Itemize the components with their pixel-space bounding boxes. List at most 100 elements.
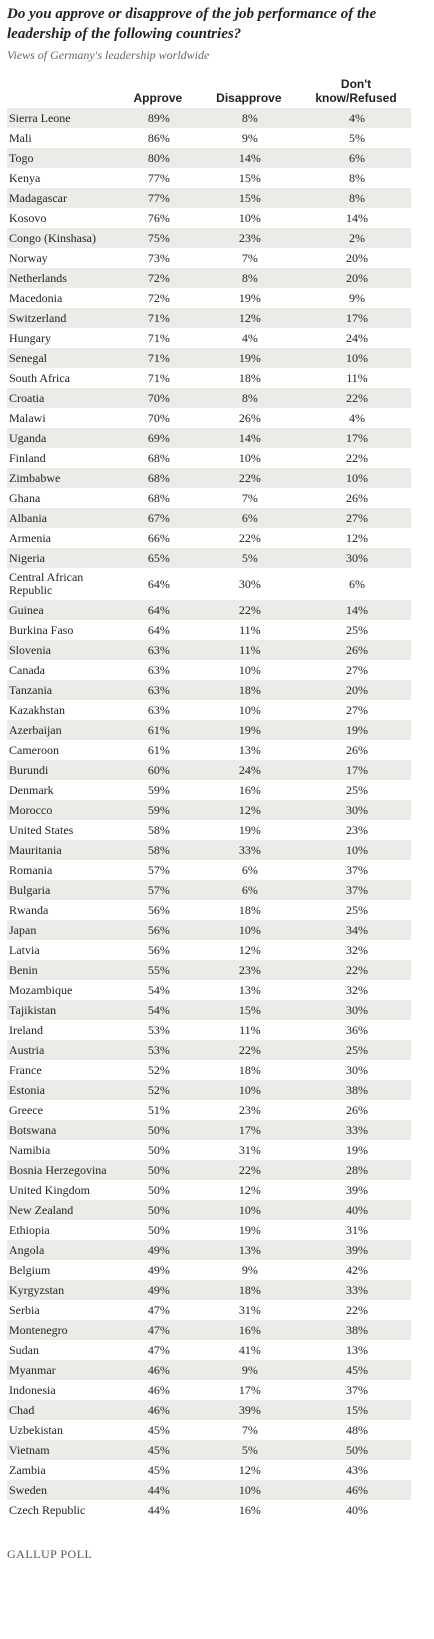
table-row: Macedonia 72% 19% 9% — [7, 288, 411, 308]
value-cell: 34% — [301, 920, 411, 940]
country-cell: France — [9, 1062, 42, 1077]
value-cell: 68% — [147, 450, 170, 465]
table-row: Kosovo 76% 10% 14% — [7, 208, 411, 228]
table-row: Sierra Leone 89% 8% 4% — [7, 108, 411, 128]
value-cell: 63% — [147, 702, 170, 717]
table-row: Benin 55% 23% 22% — [7, 960, 411, 980]
table-row: Mali 86% 9% 5% — [7, 128, 411, 148]
value-cell: 6% — [301, 148, 411, 168]
table-row: Hungary 71% 4% 24% — [7, 328, 411, 348]
table-row: Sudan 47% 41% 13% — [7, 1340, 411, 1360]
value-cell: 50% — [119, 1200, 197, 1220]
value-cell: 8% — [196, 388, 301, 408]
country-cell: Slovenia — [7, 640, 119, 660]
value-cell: 19% — [238, 290, 261, 305]
country-cell: Denmark — [9, 782, 54, 797]
value-cell: 39% — [196, 1400, 301, 1420]
country-cell: Uzbekistan — [9, 1422, 63, 1437]
table-row: Armenia 66% 22% 12% — [7, 528, 411, 548]
value-cell: 24% — [346, 330, 368, 345]
country-cell: Bulgaria — [7, 880, 119, 900]
value-cell: 26% — [301, 640, 411, 660]
value-cell: 10% — [238, 450, 261, 465]
value-cell: 16% — [238, 782, 261, 797]
country-cell: United Kingdom — [9, 1182, 90, 1197]
value-cell: 22% — [196, 1160, 301, 1180]
country-cell: Bosnia Herzegovina — [7, 1160, 119, 1180]
country-cell: Zambia — [9, 1462, 46, 1477]
value-cell: 50% — [147, 1222, 170, 1237]
value-cell: 47% — [119, 1320, 197, 1340]
value-cell: 11% — [346, 370, 368, 385]
country-cell: Armenia — [9, 530, 51, 545]
value-cell: 10% — [238, 702, 261, 717]
table-row: Uganda 69% 14% 17% — [7, 428, 411, 448]
value-cell: 45% — [147, 1462, 170, 1477]
value-cell: 19% — [301, 720, 411, 740]
value-cell: 50% — [301, 1440, 411, 1460]
value-cell: 15% — [196, 188, 301, 208]
country-cell: Mauritania — [7, 840, 119, 860]
country-cell: Kazakhstan — [9, 702, 65, 717]
value-cell: 31% — [238, 1142, 261, 1157]
country-cell: Chad — [7, 1400, 119, 1420]
value-cell: 67% — [119, 508, 197, 528]
value-cell: 10% — [196, 1480, 301, 1500]
country-cell: Botswana — [7, 1120, 119, 1140]
value-cell: 43% — [346, 1462, 368, 1477]
value-cell: 38% — [301, 1320, 411, 1340]
table-row: Uzbekistan 45% 7% 48% — [7, 1420, 411, 1440]
country-cell: Czech Republic — [9, 1502, 86, 1517]
country-cell: Sudan — [9, 1342, 39, 1357]
table-row: Denmark 59% 16% 25% — [7, 780, 411, 800]
country-cell: Norway — [9, 250, 48, 265]
table-row: Angola 49% 13% 39% — [7, 1240, 411, 1260]
value-cell: 71% — [119, 308, 197, 328]
value-cell: 23% — [196, 960, 301, 980]
table-row: Japan 56% 10% 34% — [7, 920, 411, 940]
value-cell: 45% — [147, 1422, 170, 1437]
value-cell: 11% — [239, 622, 261, 637]
value-cell: 49% — [147, 1262, 170, 1277]
value-cell: 45% — [119, 1440, 197, 1460]
value-cell: 20% — [301, 680, 411, 700]
country-cell: Togo — [7, 148, 119, 168]
value-cell: 7% — [241, 490, 258, 505]
value-cell: 37% — [346, 1382, 368, 1397]
value-cell: 65% — [119, 548, 197, 568]
value-cell: 5% — [196, 1440, 301, 1460]
country-cell: Finland — [9, 450, 46, 465]
table: Approve Disapprove Don't know/Refused Sierr… — [7, 72, 411, 1520]
value-cell: 72% — [147, 290, 170, 305]
value-cell: 16% — [238, 1502, 261, 1517]
value-cell: 17% — [301, 760, 411, 780]
value-cell: 60% — [119, 760, 197, 780]
value-cell: 15% — [238, 170, 261, 185]
value-cell: 55% — [119, 960, 197, 980]
country-cell: Sierra Leone — [7, 108, 119, 128]
country-cell: New Zealand — [7, 1200, 119, 1220]
table-body: Sierra Leone 89% 8% 4% Mali 86% 9% 5% Togo 80% 14%… — [7, 108, 411, 1520]
value-cell: 45% — [301, 1360, 411, 1380]
country-cell: Rwanda — [9, 902, 49, 917]
table-row: Burundi 60% 24% 17% — [7, 760, 411, 780]
table-row: Norway 73% 7% 20% — [7, 248, 411, 268]
value-cell: 9% — [196, 1360, 301, 1380]
subtitle: Views of Germany's leadership worldwide — [7, 48, 210, 62]
country-cell: Kyrgyzstan — [7, 1280, 119, 1300]
footer: GALLUP POLL — [7, 1547, 93, 1561]
value-cell: 10% — [301, 468, 411, 488]
value-cell: 18% — [196, 1280, 301, 1300]
value-cell: 50% — [119, 1120, 197, 1140]
table-row: Finland 68% 10% 22% — [7, 448, 411, 468]
value-cell: 41% — [238, 1342, 261, 1357]
table-row: Netherlands 72% 8% 20% — [7, 268, 411, 288]
column-header: Approve — [133, 91, 183, 105]
value-cell: 57% — [119, 880, 197, 900]
table-row: Ghana 68% 7% 26% — [7, 488, 411, 508]
table-row: Slovenia 63% 11% 26% — [7, 640, 411, 660]
value-cell: 19% — [196, 720, 301, 740]
value-cell: 53% — [147, 1022, 170, 1037]
value-cell: 56% — [119, 920, 197, 940]
value-cell: 46% — [301, 1480, 411, 1500]
